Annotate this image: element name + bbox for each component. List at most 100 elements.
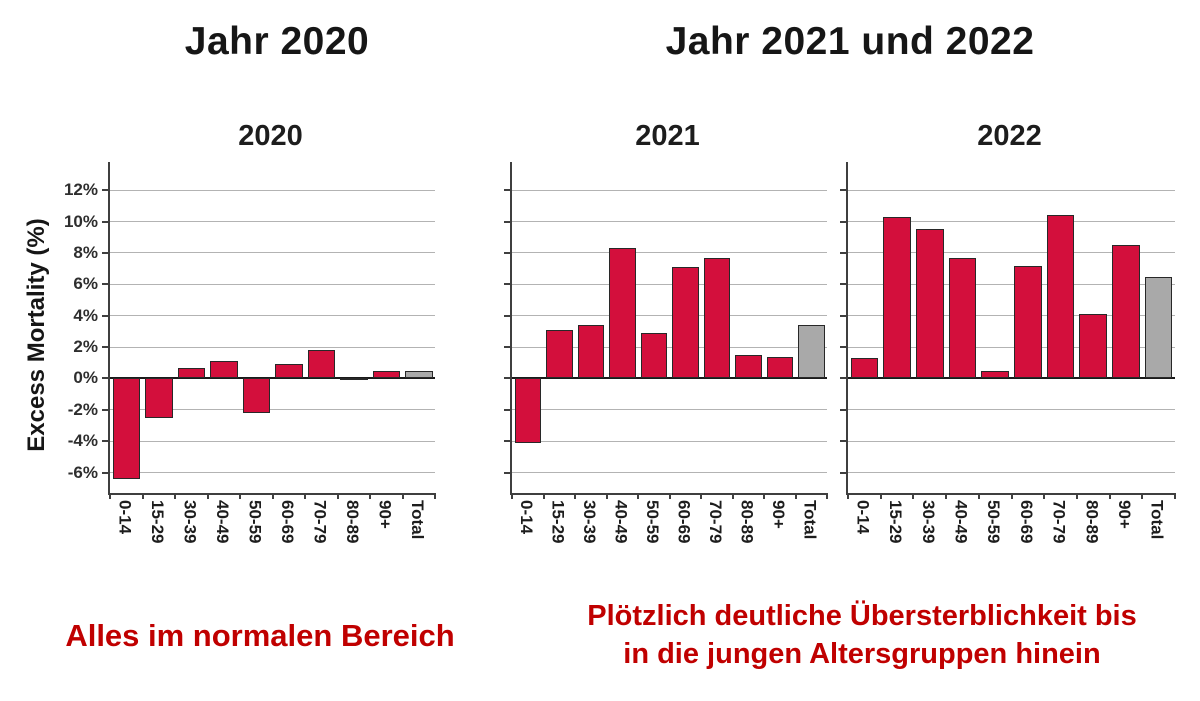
bar-2020-30-39 xyxy=(177,367,205,379)
x-label-50-59: 50-59 xyxy=(245,500,265,544)
x-label-60-69: 60-69 xyxy=(277,500,297,544)
bar-2021-Total xyxy=(798,325,825,379)
x-axis-tick xyxy=(977,493,980,499)
x-axis-tick xyxy=(239,493,241,499)
bar-2020-50-59 xyxy=(242,378,270,413)
plot-2021 xyxy=(504,162,828,499)
y-axis-tick xyxy=(504,377,510,380)
x-label-30-39: 30-39 xyxy=(918,500,938,544)
bar-2021-90+ xyxy=(766,356,793,379)
y-axis-tick xyxy=(840,251,846,254)
gridline-12pct xyxy=(512,189,827,191)
x-label-15-29: 15-29 xyxy=(548,500,568,544)
bar-2022-Total xyxy=(1144,276,1173,379)
x-axis-tick xyxy=(304,493,306,499)
y-axis-tick xyxy=(102,283,108,286)
caption-left: Alles im normalen Bereich xyxy=(65,618,455,653)
gridline-6pct xyxy=(110,283,435,285)
bar-2020-70-79 xyxy=(307,350,335,379)
y-axis-tick xyxy=(102,189,108,192)
bar-2022-0-14 xyxy=(850,358,879,379)
x-axis-tick xyxy=(109,493,111,499)
x-label-60-69: 60-69 xyxy=(1016,500,1036,544)
x-label-50-59: 50-59 xyxy=(642,500,662,544)
bar-2021-70-79 xyxy=(703,257,730,379)
x-label-80-89: 80-89 xyxy=(737,500,757,544)
x-axis-tick xyxy=(1075,493,1078,499)
gridline-10pct xyxy=(848,221,1175,223)
y-axis-tick xyxy=(102,251,108,254)
x-axis-tick xyxy=(206,493,209,499)
x-label-40-49: 40-49 xyxy=(212,500,232,544)
x-label-Total: Total xyxy=(800,500,820,540)
caption-right-line2: in die jungen Altersgruppen hinein xyxy=(623,637,1101,670)
bar-2022-50-59 xyxy=(981,370,1009,379)
y-axis-tick xyxy=(840,471,846,474)
x-axis-tick xyxy=(542,493,545,499)
y-axis-tick xyxy=(840,440,846,443)
x-label-70-79: 70-79 xyxy=(310,500,330,544)
y-tick-label-4%: 4% xyxy=(73,305,98,325)
gridline--4pct xyxy=(110,440,435,442)
x-axis-tick xyxy=(511,493,513,499)
y-axis-tick xyxy=(840,408,846,411)
x-axis-tick xyxy=(668,493,671,499)
chart-title-2021: 2021 xyxy=(635,120,700,152)
caption-right: Plötzlich deutliche Übersterblichkeit bi… xyxy=(512,598,1200,673)
gridline-2pct xyxy=(512,346,827,348)
bar-2022-15-29 xyxy=(883,216,911,379)
y-axis-tick xyxy=(102,377,108,380)
x-label-90+: 90+ xyxy=(1114,500,1134,529)
x-axis-tick xyxy=(945,493,948,499)
bar-2022-90+ xyxy=(1112,245,1140,379)
zero-baseline xyxy=(848,377,1175,380)
zero-baseline xyxy=(110,377,435,380)
y-axis-tick xyxy=(840,283,846,286)
zero-baseline xyxy=(512,377,827,380)
x-axis-tick xyxy=(826,493,828,499)
x-axis-tick xyxy=(174,493,176,499)
y-axis-tick xyxy=(840,377,846,380)
gridline-6pct xyxy=(848,283,1175,285)
x-axis-tick xyxy=(879,493,882,499)
x-label-70-79: 70-79 xyxy=(705,500,725,544)
x-axis-tick xyxy=(794,493,797,499)
y-tick-label--4%: -4% xyxy=(67,431,98,451)
y-axis-tick xyxy=(504,471,510,474)
y-axis-tick xyxy=(840,314,846,317)
x-axis-tick xyxy=(605,493,608,499)
y-axis-tick xyxy=(504,189,510,192)
bar-2020-60-69 xyxy=(275,364,303,379)
x-axis-tick xyxy=(763,493,765,499)
gridline--4pct xyxy=(512,440,827,442)
bar-2020-80-89 xyxy=(340,377,368,380)
y-axis-tick xyxy=(504,220,510,223)
bar-2022-80-89 xyxy=(1079,314,1108,379)
gridline-8pct xyxy=(512,252,827,254)
x-axis-tick xyxy=(369,493,371,499)
x-label-40-49: 40-49 xyxy=(611,500,631,544)
x-label-Total: Total xyxy=(1147,500,1167,540)
gridline--2pct xyxy=(848,409,1175,411)
gridline-10pct xyxy=(110,221,435,223)
y-tick-label--2%: -2% xyxy=(67,399,98,419)
plot-2020 xyxy=(102,162,436,499)
x-axis-tick xyxy=(336,493,339,499)
gridline--4pct xyxy=(848,440,1175,442)
y-tick-label-0%: 0% xyxy=(73,368,98,388)
gridline-6pct xyxy=(512,283,827,285)
bar-2020-Total xyxy=(405,370,433,379)
x-axis-tick xyxy=(1043,493,1046,499)
x-label-70-79: 70-79 xyxy=(1049,500,1069,544)
y-tick-label-2%: 2% xyxy=(73,337,98,357)
bar-2021-15-29 xyxy=(546,329,573,379)
bar-2020-90+ xyxy=(372,370,400,379)
x-label-0-14: 0-14 xyxy=(115,500,135,535)
gridline--6pct xyxy=(110,472,435,474)
bar-2020-0-14 xyxy=(112,378,140,479)
gridline-10pct xyxy=(512,221,827,223)
chart-title-2020: 2020 xyxy=(238,120,303,152)
bar-2022-70-79 xyxy=(1046,215,1075,379)
x-label-0-14: 0-14 xyxy=(516,500,536,535)
y-tick-label-12%: 12% xyxy=(63,180,98,200)
